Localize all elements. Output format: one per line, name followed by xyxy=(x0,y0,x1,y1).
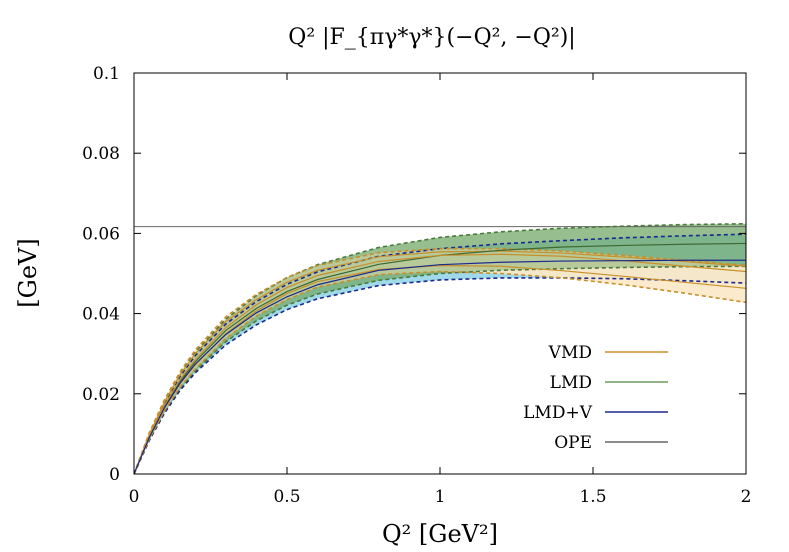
y-tick-label: 0.02 xyxy=(82,385,120,405)
y-tick-label: 0.04 xyxy=(82,305,120,325)
x-axis-ticks: 0 0.5 1 1.5 2 xyxy=(129,73,752,507)
x-tick-label: 0 xyxy=(129,487,140,507)
band-vmd xyxy=(134,248,746,474)
line-lmdv-central xyxy=(134,259,746,474)
x-tick-label: 1.5 xyxy=(579,487,606,507)
line-vmd-inner-upper xyxy=(134,250,746,474)
line-vmd-central xyxy=(134,253,746,474)
band-vmd-overlay xyxy=(134,248,746,474)
y-tick-label: 0.1 xyxy=(93,64,120,84)
legend-label: OPE xyxy=(554,433,592,453)
y-tick-label: 0.08 xyxy=(82,144,120,164)
series-lines xyxy=(134,222,746,474)
uncertainty-bands xyxy=(134,223,746,474)
line-lmd-central xyxy=(134,242,746,474)
legend-label: VMD xyxy=(548,343,592,363)
line-vmd-inner-lower xyxy=(134,264,746,474)
legend-label: LMD+V xyxy=(523,403,593,423)
edge-lmdv-lower xyxy=(134,277,746,474)
y-axis-ticks: 0 0.02 0.04 0.06 0.08 0.1 xyxy=(82,64,746,485)
legend-label: LMD xyxy=(550,373,592,393)
y-axis-label: [GeV] xyxy=(14,238,42,307)
x-tick-label: 0.5 xyxy=(273,487,300,507)
y-tick-label: 0 xyxy=(109,465,120,485)
x-axis-label: Q² [GeV²] xyxy=(382,520,498,548)
edge-vmd-upper xyxy=(134,247,746,474)
edge-vmd-lower xyxy=(134,270,746,474)
y-tick-label: 0.06 xyxy=(82,224,120,244)
edge-lmd-lower xyxy=(134,265,746,474)
x-tick-label: 1 xyxy=(435,487,446,507)
band-lmd xyxy=(134,223,746,474)
legend: VMD LMD LMD+V OPE xyxy=(523,343,668,453)
x-tick-label: 2 xyxy=(741,487,752,507)
chart-title: Q² |F_{πγ*γ*}(−Q², −Q²)| xyxy=(288,25,575,50)
